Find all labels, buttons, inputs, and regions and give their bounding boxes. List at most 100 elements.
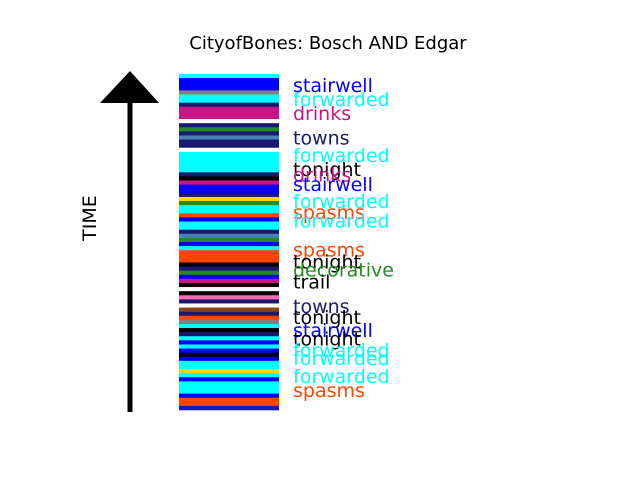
term-label-stairwell: stairwell bbox=[293, 75, 373, 97]
barcode-stripe-spasms bbox=[179, 258, 279, 263]
barcode-stripe-stairwell bbox=[179, 184, 279, 190]
barcode-stripe-forwarded bbox=[179, 98, 279, 103]
barcode-stripe-forwarded bbox=[179, 381, 279, 386]
barcode-stripe-forwarded bbox=[179, 205, 279, 210]
barcode-stripe-stairwell bbox=[179, 82, 279, 87]
term-label-forwarded: forwarded bbox=[293, 348, 390, 370]
time-axis-label: TIME bbox=[79, 195, 101, 242]
barcode-stripe-forwarded bbox=[179, 344, 279, 349]
barcode-stripe bbox=[179, 90, 279, 95]
barcode-stripe-towns bbox=[179, 192, 279, 198]
barcode-stripe-forwarded bbox=[179, 323, 279, 329]
barcode-stripe-tonight bbox=[179, 176, 279, 181]
barcode-stripe-decorative bbox=[179, 237, 279, 243]
term-labels: stairwellforwardeddrinkstownsforwardedto… bbox=[293, 75, 394, 402]
barcode-stripe bbox=[179, 135, 279, 140]
barcode-stripe-spasms bbox=[179, 213, 279, 218]
term-label-forwarded: forwarded bbox=[293, 191, 390, 213]
barcode-stripe-forwarded bbox=[179, 246, 279, 251]
barcode-stripe-stairwell bbox=[179, 348, 279, 353]
barcode-stripe-stairwell bbox=[179, 274, 279, 280]
time-axis: TIME bbox=[79, 71, 159, 412]
term-label-drinks: drinks bbox=[293, 103, 351, 125]
barcode-stripe bbox=[179, 405, 279, 411]
barcode-stripe-spasms bbox=[179, 401, 279, 407]
term-label-spasms: spasms bbox=[293, 240, 365, 262]
barcode-stripe-drinks bbox=[179, 278, 279, 284]
barcode-stripe-forwarded bbox=[179, 155, 279, 161]
term-label-tonight: tonight bbox=[293, 307, 361, 329]
barcode-stripe-drinks bbox=[179, 180, 279, 185]
term-label-tonight: tonight bbox=[293, 329, 361, 351]
barcode-stripe-decorative bbox=[179, 127, 279, 132]
barcode-stripe-towns bbox=[179, 131, 279, 136]
barcode-stripe-tonight bbox=[179, 328, 279, 333]
barcode-stripe bbox=[179, 233, 279, 239]
term-label-tonight: tonight bbox=[293, 252, 361, 274]
barcode-stripe-drinks bbox=[179, 106, 279, 112]
barcode-stripe-drinks bbox=[179, 114, 279, 120]
barcode-stripe-forwarded bbox=[179, 385, 279, 390]
barcode-stripe-forwarded bbox=[179, 168, 279, 173]
term-label-decorative: decorative bbox=[293, 259, 394, 281]
barcode-stripe bbox=[179, 369, 279, 374]
barcode-stripe-forwarded bbox=[179, 209, 279, 214]
barcode-stripe-stairwell bbox=[179, 356, 279, 362]
barcode-stripe bbox=[179, 196, 279, 202]
barcode-stripe-trail bbox=[179, 282, 279, 288]
barcode bbox=[179, 74, 279, 411]
barcode-stripe-forwarded bbox=[179, 364, 279, 370]
barcode-stripe-towns bbox=[179, 102, 279, 108]
term-label-towns: towns bbox=[293, 127, 350, 149]
barcode-stripe bbox=[179, 319, 279, 325]
barcode-stripe-forwarded bbox=[179, 74, 279, 79]
barcode-stripe-towns bbox=[179, 266, 279, 271]
barcode-stripe-decorative bbox=[179, 270, 279, 276]
barcode-stripe-trail bbox=[179, 291, 279, 296]
barcode-stripe-stairwell bbox=[179, 377, 279, 382]
barcode-stripe-towns bbox=[179, 123, 279, 128]
term-label-stairwell: stairwell bbox=[293, 320, 373, 342]
barcode-stripe-forwarded bbox=[179, 160, 279, 165]
barcode-stripe bbox=[179, 303, 279, 308]
barcode-stripe-towns bbox=[179, 311, 279, 317]
barcode-stripe-decorative bbox=[179, 201, 279, 206]
term-label-spasms: spasms bbox=[293, 380, 365, 402]
barcode-stripe-forwarded bbox=[179, 373, 279, 378]
barcode-stripe-forwarded bbox=[179, 164, 279, 169]
term-label-forwarded: forwarded bbox=[293, 89, 390, 111]
barcode-stripe-towns bbox=[179, 229, 279, 235]
term-label-towns: towns bbox=[293, 296, 350, 318]
barcode-stripe bbox=[179, 295, 279, 300]
barcode-stripe-stairwell bbox=[179, 340, 279, 345]
barcode-stripe-spasms bbox=[179, 315, 279, 321]
barcode-stripe bbox=[179, 119, 279, 124]
barcode-stripe-stairwell bbox=[179, 217, 279, 222]
barcode-stripe-towns bbox=[179, 139, 279, 144]
barcode-stripe-spasms bbox=[179, 250, 279, 255]
term-label-spasms: spasms bbox=[293, 202, 365, 224]
barcode-stripe-spasms bbox=[179, 254, 279, 259]
barcode-stripe-towns bbox=[179, 332, 279, 337]
term-label-trail: trail bbox=[293, 271, 330, 293]
barcode-stripe-forwarded bbox=[179, 336, 279, 341]
term-label-forwarded: forwarded bbox=[293, 340, 390, 362]
term-label-drinks: drinks bbox=[293, 164, 351, 186]
barcode-stripe-tonight bbox=[179, 352, 279, 358]
barcode-stripe-spasms bbox=[179, 397, 279, 403]
barcode-stripe-towns bbox=[179, 143, 279, 149]
barcode-stripe-stairwell bbox=[179, 188, 279, 194]
barcode-stripe-stairwell bbox=[179, 242, 279, 247]
barcode-stripe bbox=[179, 307, 279, 312]
term-label-tonight: tonight bbox=[293, 159, 361, 181]
barcode-stripe bbox=[179, 147, 279, 153]
barcode-stripe bbox=[179, 287, 279, 292]
term-label-forwarded: forwarded bbox=[293, 211, 390, 233]
term-label-stairwell: stairwell bbox=[293, 174, 373, 196]
barcode-stripe-forwarded bbox=[179, 94, 279, 99]
barcode-stripe-forwarded bbox=[179, 389, 279, 394]
time-arrow-head-icon bbox=[100, 71, 159, 103]
term-label-forwarded: forwarded bbox=[293, 366, 390, 388]
barcode-stripe-stairwell bbox=[179, 78, 279, 83]
